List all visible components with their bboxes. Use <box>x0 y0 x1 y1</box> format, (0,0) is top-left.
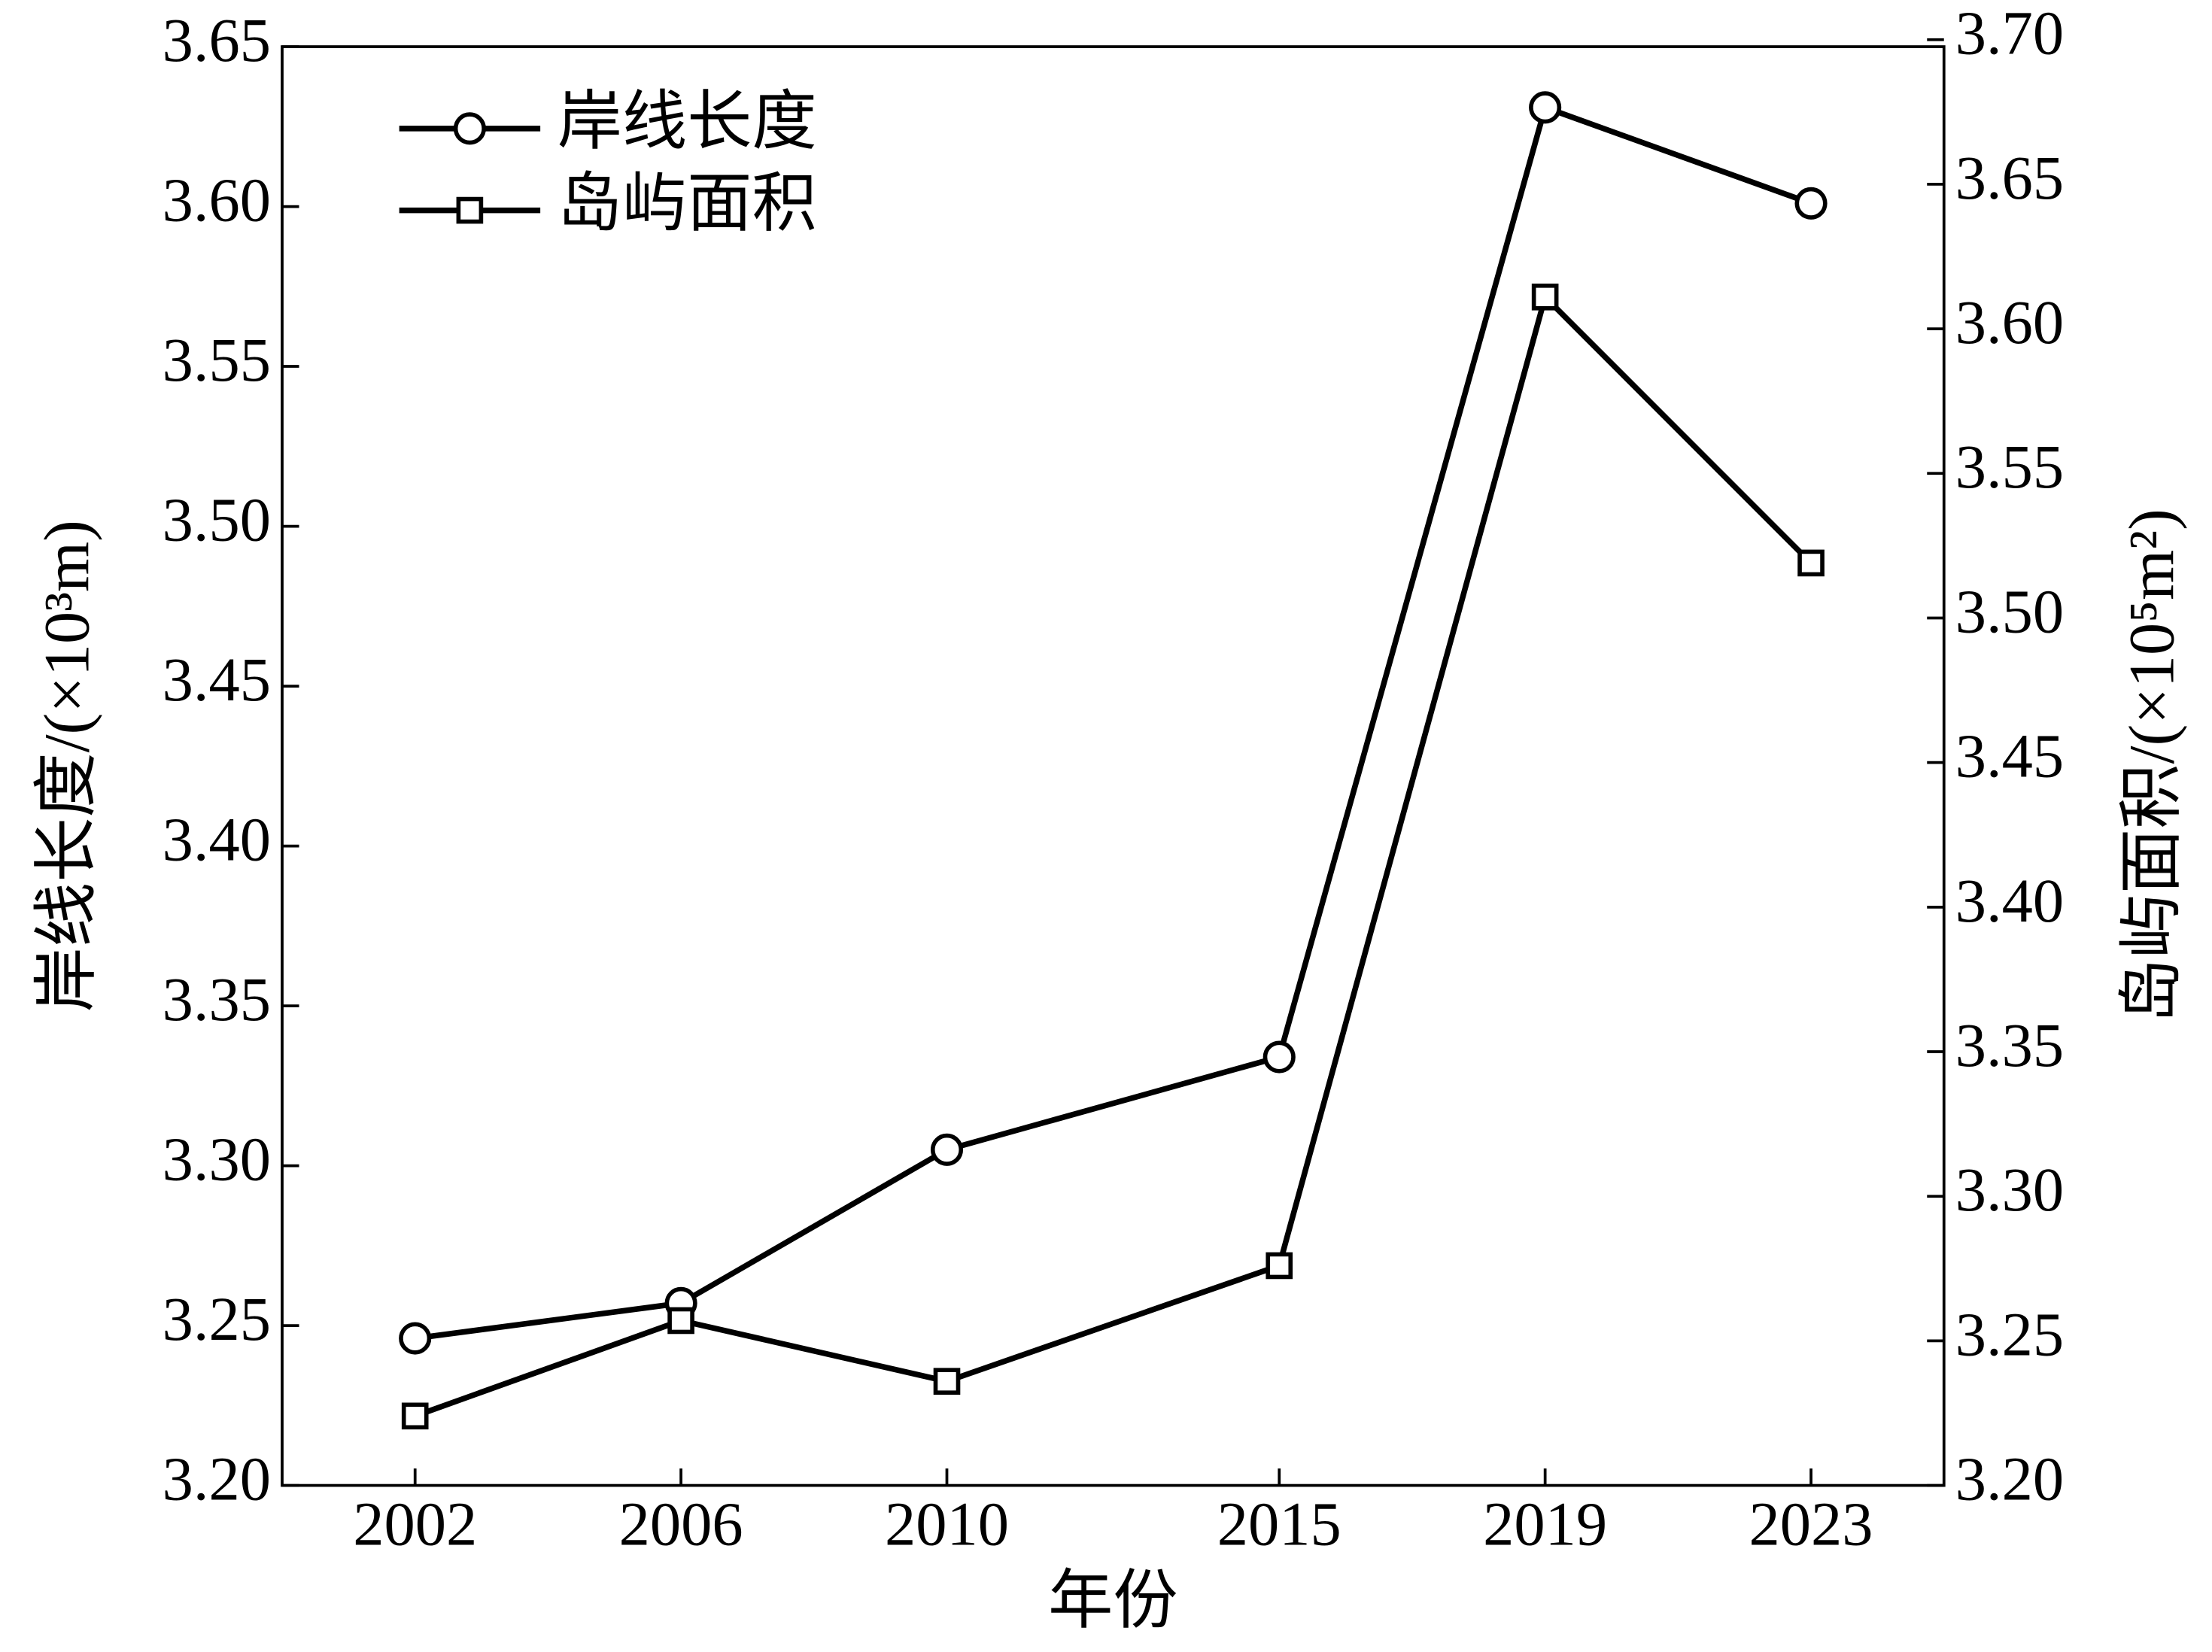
y2-tick-label: 3.35 <box>1955 1010 2064 1080</box>
y2-tick-label: 3.20 <box>1955 1444 2064 1514</box>
y-tick-label: 3.55 <box>163 325 271 394</box>
x-tick-label: 2023 <box>1749 1490 1873 1559</box>
series-line <box>415 103 1812 1341</box>
x-tick-label: 2015 <box>1217 1490 1341 1559</box>
x-axis-label: 年份 <box>1048 1564 1178 1636</box>
y-tick-label: 3.20 <box>163 1444 271 1514</box>
legend-marker <box>456 196 484 224</box>
y-tick-label: 3.35 <box>163 964 271 1034</box>
marker-circle <box>399 1322 432 1355</box>
marker-circle <box>1262 1040 1296 1073</box>
y-tick-label: 3.45 <box>163 645 271 714</box>
x-tick-label: 2010 <box>885 1490 1009 1559</box>
legend-text: 岛屿面积 <box>558 167 817 239</box>
legend-marker <box>453 112 486 145</box>
plot-frame <box>281 45 1946 1487</box>
marker-square <box>1266 1252 1293 1280</box>
marker-circle <box>1529 91 1562 124</box>
y2-tick-label: 3.65 <box>1955 143 2064 212</box>
marker-square <box>401 1402 429 1430</box>
marker-circle <box>1794 187 1828 220</box>
y-tick-label: 3.40 <box>163 805 271 874</box>
y2-tick-label: 3.60 <box>1955 287 2064 357</box>
y2-tick-label: 3.30 <box>1955 1155 2064 1224</box>
x-tick-label: 2002 <box>353 1490 477 1559</box>
y2-tick-label: 3.55 <box>1955 432 2064 501</box>
y-tick-label: 3.30 <box>163 1125 271 1194</box>
y2-tick-label: 3.45 <box>1955 721 2064 791</box>
y2-tick-label: 3.70 <box>1955 0 2064 68</box>
marker-square <box>667 1307 694 1335</box>
y2-tick-label: 3.50 <box>1955 576 2064 645</box>
y2-tick-label: 3.40 <box>1955 866 2064 935</box>
y-axis-label: 岸线长度/(×10³m) <box>30 520 102 1012</box>
y-tick-label: 3.60 <box>163 166 271 235</box>
marker-circle <box>930 1133 964 1166</box>
x-tick-label: 2006 <box>619 1490 743 1559</box>
y-tick-label: 3.50 <box>163 485 271 554</box>
marker-square <box>1531 283 1559 311</box>
y-tick-label: 3.25 <box>163 1284 271 1353</box>
y2-axis-label: 岛屿面积/(×10⁵m²) <box>2116 509 2188 1023</box>
series-line <box>414 291 1813 1419</box>
y-tick-label: 3.65 <box>163 5 271 74</box>
marker-square <box>1797 549 1825 577</box>
x-tick-label: 2019 <box>1483 1490 1607 1559</box>
y2-tick-label: 3.25 <box>1955 1299 2064 1368</box>
legend-text: 岸线长度 <box>558 86 817 158</box>
marker-square <box>933 1368 961 1395</box>
